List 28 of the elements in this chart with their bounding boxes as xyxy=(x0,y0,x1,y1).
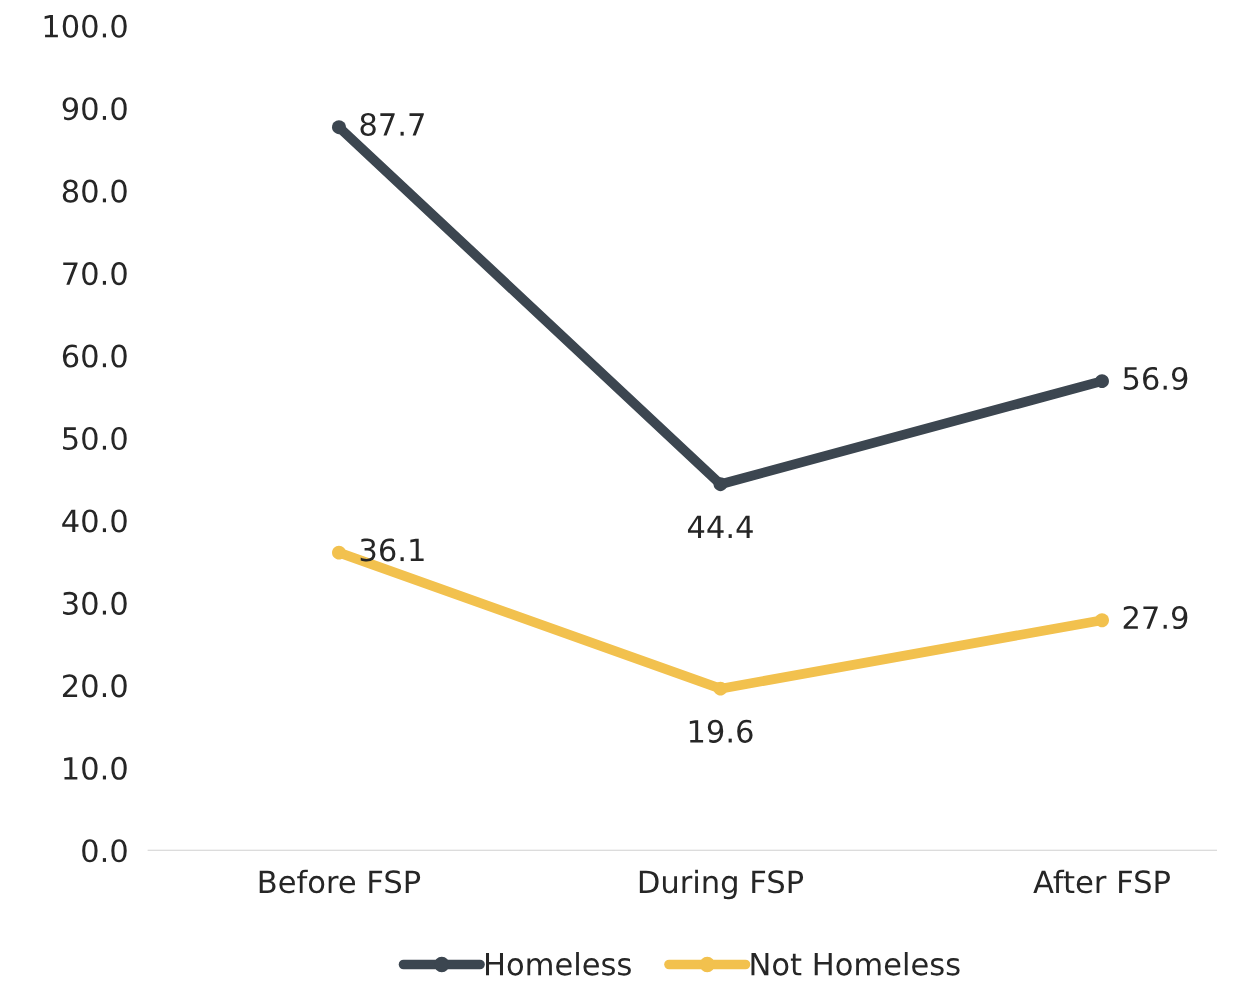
data-label: 36.1 xyxy=(360,538,424,562)
legend-label: Homeless xyxy=(486,951,631,976)
legend-label: Not Homeless xyxy=(751,951,960,976)
x-tick-label: Before FSP xyxy=(259,869,421,894)
x-tick-label: During FSP xyxy=(639,869,804,900)
data-label: 44.4 xyxy=(687,515,753,538)
data-label: 56.9 xyxy=(1123,366,1188,390)
x-tick-label: After FSP xyxy=(1033,869,1170,894)
data-label: 27.9 xyxy=(1123,605,1188,630)
point xyxy=(713,681,728,696)
y-tick-label: 30.0 xyxy=(63,591,127,615)
y-tick-label: 70.0 xyxy=(63,262,127,286)
point xyxy=(1095,374,1109,389)
point xyxy=(332,545,346,560)
y-tick-label: 50.0 xyxy=(63,426,127,451)
point xyxy=(332,120,346,135)
point xyxy=(713,477,728,492)
data-label: 19.6 xyxy=(689,719,753,743)
y-tick-label: 20.0 xyxy=(62,674,127,698)
y-tick-label: 10.0 xyxy=(64,756,127,780)
y-tick-label: 60.0 xyxy=(62,344,127,368)
point xyxy=(1095,613,1109,628)
y-tick-label: 0.0 xyxy=(82,839,127,863)
y-tick-label: 40.0 xyxy=(62,509,127,533)
y-tick-label: 80.0 xyxy=(62,179,127,203)
data-label: 87.7 xyxy=(360,112,424,137)
y-tick-label: 100.0 xyxy=(44,14,127,38)
y-tick-label: 90.0 xyxy=(62,97,127,121)
